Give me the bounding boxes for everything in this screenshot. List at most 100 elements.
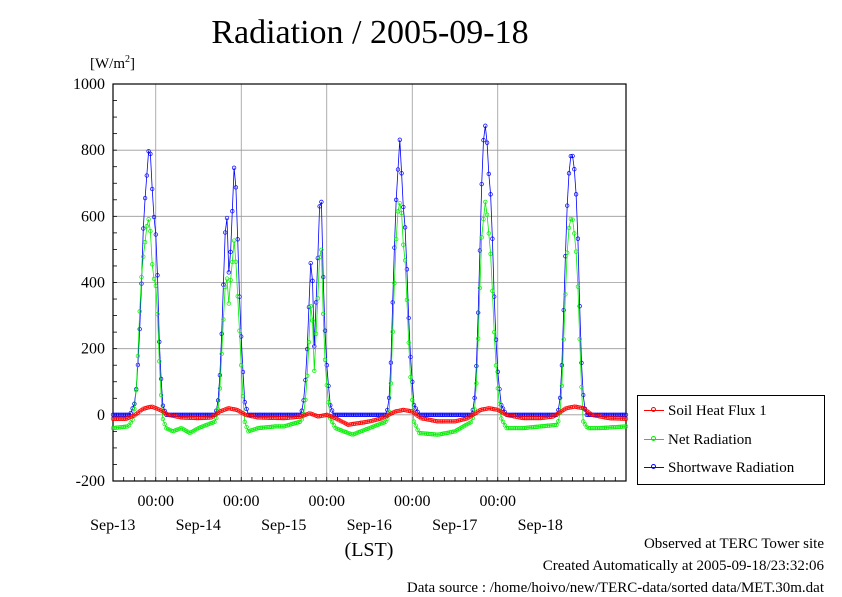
data-point <box>142 195 148 201</box>
data-point <box>231 238 237 243</box>
data-point <box>321 274 326 280</box>
data-point <box>242 400 247 405</box>
data-point <box>402 225 408 230</box>
data-point <box>406 315 411 321</box>
data-point <box>488 192 493 197</box>
data-point <box>321 311 326 317</box>
data-point <box>565 250 570 255</box>
data-point <box>141 254 146 259</box>
data-point <box>144 224 149 229</box>
legend-item-net-radiation: Net Radiation <box>638 429 752 451</box>
data-point <box>151 214 157 220</box>
data-point <box>577 304 582 309</box>
data-point <box>237 328 242 333</box>
y-unit-sup: 2 <box>125 54 130 65</box>
data-point <box>493 337 499 342</box>
data-point <box>463 416 468 421</box>
data-point <box>305 346 310 352</box>
data-point <box>557 395 563 401</box>
y-tick-label: 1000 <box>73 76 105 93</box>
data-point <box>157 359 162 364</box>
data-point <box>476 310 481 315</box>
data-point <box>153 283 158 288</box>
x-time-label: 00:00 <box>223 493 259 510</box>
data-point <box>150 262 155 267</box>
data-point <box>394 236 399 242</box>
legend-label: Soil Heat Flux 1 <box>668 402 767 419</box>
data-point <box>313 331 319 336</box>
data-point <box>570 153 575 159</box>
footer-source: Data source : /home/hoivo/new/TERC-data/… <box>406 580 824 596</box>
data-point <box>228 249 233 255</box>
data-point <box>217 372 223 378</box>
data-point <box>561 307 566 313</box>
data-point <box>572 231 577 236</box>
data-point <box>404 267 410 272</box>
data-point <box>230 209 235 214</box>
data-point <box>408 354 413 360</box>
data-point <box>231 165 237 170</box>
data-point <box>493 363 499 368</box>
y-unit-close: ] <box>130 56 135 72</box>
data-point <box>310 318 315 323</box>
data-point <box>144 173 149 178</box>
data-point <box>296 420 301 425</box>
data-point <box>497 401 502 407</box>
data-point <box>474 363 479 369</box>
data-point <box>153 232 158 237</box>
data-point <box>397 137 402 142</box>
data-point <box>305 373 310 378</box>
data-point <box>472 407 477 412</box>
data-point <box>499 416 504 421</box>
data-point <box>581 392 586 398</box>
data-point <box>395 167 401 172</box>
data-point <box>408 409 413 414</box>
data-point <box>240 393 246 399</box>
data-point <box>142 240 148 245</box>
data-point <box>329 419 335 425</box>
data-point <box>308 260 313 266</box>
data-point <box>566 225 572 231</box>
data-point <box>566 171 572 176</box>
data-point <box>319 199 324 205</box>
data-point <box>299 408 304 413</box>
chart-series <box>110 123 629 437</box>
series-shortwave-radiation <box>110 123 629 417</box>
data-point <box>579 384 584 390</box>
footer-created: Created Automatically at 2005-09-18/23:3… <box>542 558 824 574</box>
legend-marker-green <box>644 435 664 445</box>
data-point <box>397 200 402 206</box>
data-point <box>306 339 312 345</box>
data-point <box>137 309 142 314</box>
data-point <box>563 292 568 297</box>
data-point <box>476 336 481 341</box>
data-point <box>157 339 162 344</box>
data-point <box>495 386 500 391</box>
data-point <box>226 301 231 306</box>
legend-item-shortwave-radiation: Shortwave Radiation <box>638 457 794 479</box>
data-point <box>477 285 483 291</box>
data-point <box>224 215 230 221</box>
data-point <box>378 416 383 421</box>
data-point <box>568 153 573 159</box>
data-point <box>622 424 627 429</box>
data-point <box>623 412 629 417</box>
data-point <box>308 303 313 309</box>
data-point <box>148 151 153 157</box>
data-point <box>322 328 328 333</box>
data-point <box>413 406 418 411</box>
data-point <box>217 386 223 391</box>
x-day-label: Sep-17 <box>432 517 477 534</box>
data-point <box>242 419 247 425</box>
data-point <box>251 427 256 432</box>
legend-label: Net Radiation <box>668 431 752 448</box>
data-point <box>500 406 506 411</box>
data-point <box>392 281 397 286</box>
data-point <box>212 419 217 425</box>
data-point <box>399 210 404 216</box>
data-point <box>492 329 497 335</box>
data-point <box>572 167 577 172</box>
data-point <box>310 278 315 283</box>
data-point <box>490 288 495 293</box>
